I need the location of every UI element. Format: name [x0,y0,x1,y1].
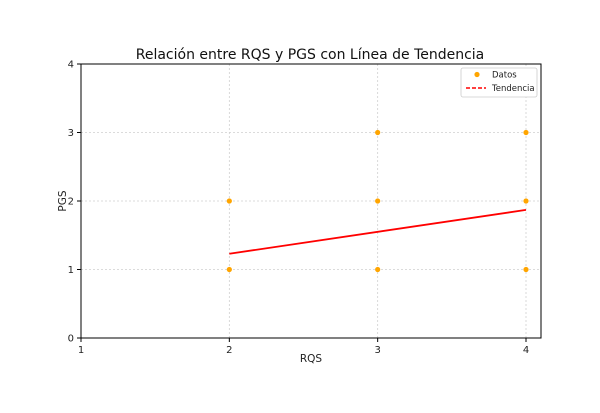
legend-label-datos: Datos [492,71,517,81]
legend-marker-datos [474,71,480,78]
data-point [523,266,529,273]
x-axis-label: RQS [300,353,323,365]
x-tick-label: 4 [523,345,529,356]
x-tick-label: 1 [78,345,84,356]
y-tick-label: 1 [68,265,74,276]
data-point [375,266,381,273]
data-point [523,198,529,204]
x-tick-label: 2 [226,345,232,356]
y-tick-label: 4 [68,60,74,71]
data-point [226,266,232,273]
data-point [375,129,381,136]
legend-label-tendencia: Tendencia [491,84,535,94]
data-point [375,198,381,204]
y-tick-label: 0 [68,334,74,345]
y-tick-label: 2 [68,197,74,208]
legend: Datos Tendencia [460,67,538,98]
x-tick-label: 3 [374,345,380,356]
y-axis-label: PGS [57,190,69,211]
legend-box [460,67,538,98]
grid [81,64,541,338]
chart-title: Relación entre RQS y PGS con Línea de Te… [136,47,485,63]
data-point [226,198,232,204]
trend-line [229,209,527,255]
y-tick-label: 3 [68,128,74,139]
data-point [523,129,529,136]
series [226,129,529,273]
